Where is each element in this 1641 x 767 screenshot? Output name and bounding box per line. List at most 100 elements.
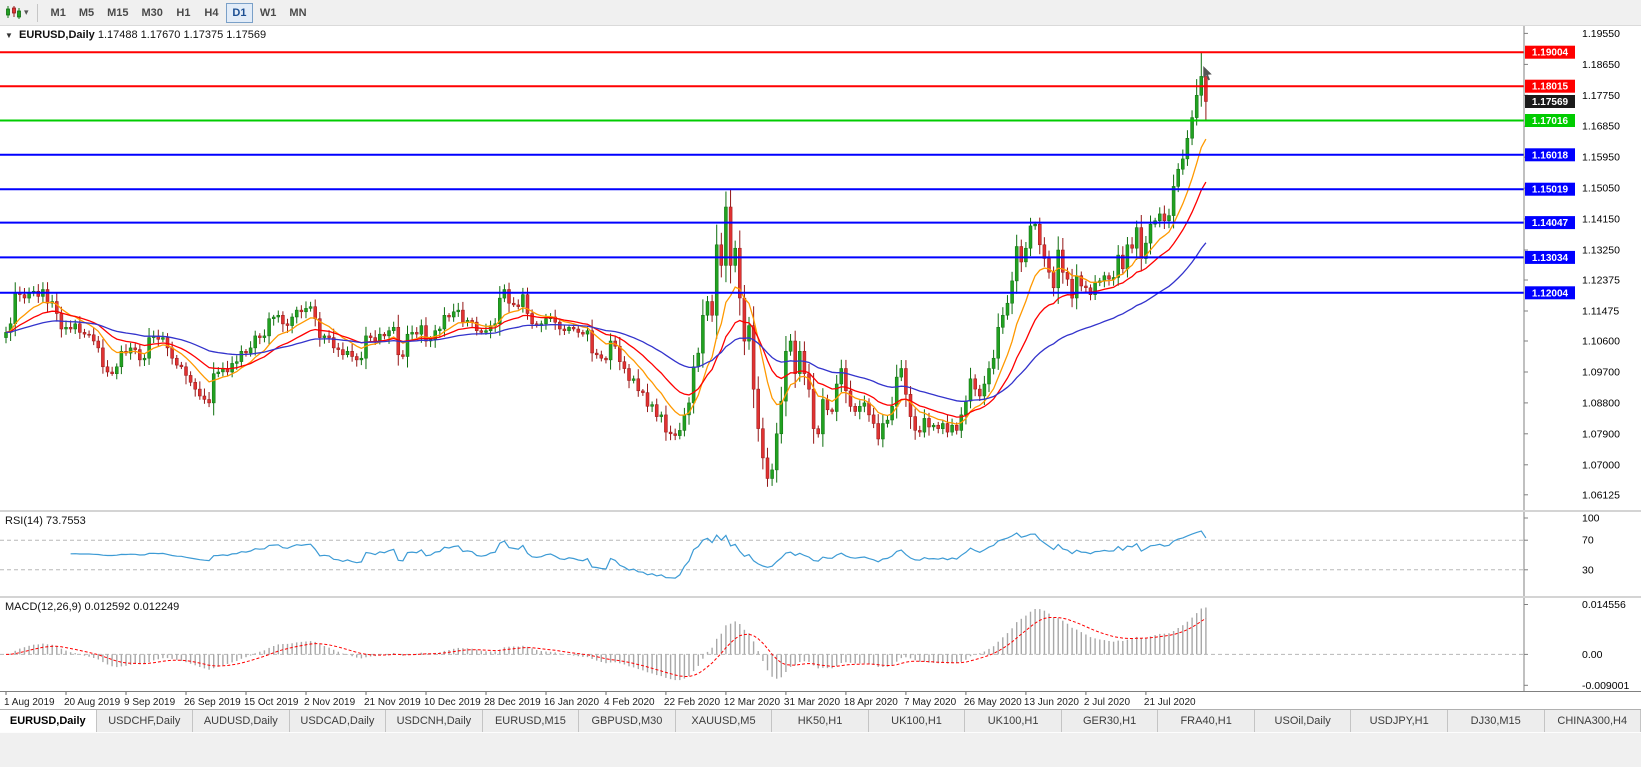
timeframe-button-w1[interactable]: W1	[254, 3, 283, 23]
chart-tab-xauusd-m5[interactable]: XAUUSD,M5	[675, 710, 773, 732]
timeframe-button-d1[interactable]: D1	[225, 2, 253, 23]
price-tick-label: 1.15950	[1582, 152, 1620, 164]
timeframe-button-h1[interactable]: H1	[170, 3, 197, 23]
time-tick-label: 21 Nov 2019	[364, 697, 421, 708]
chart-tab-audusd-daily[interactable]: AUDUSD,Daily	[193, 710, 290, 732]
chart-tab-fra40-h1[interactable]: FRA40,H1	[1158, 710, 1255, 732]
price-tick-label: 1.13250	[1582, 245, 1620, 257]
time-axis[interactable]: 1 Aug 2019 20 Aug 2019 9 Sep 2019 26 Sep 20…	[0, 692, 1641, 709]
price-level-tag[interactable]: 1.13034	[1525, 250, 1575, 264]
price-level-tag[interactable]: 1.17016	[1525, 114, 1575, 127]
price-tick-label: 1.14150	[1582, 214, 1620, 226]
price-tick-label: 1.09700	[1582, 367, 1620, 379]
price-level-tag[interactable]: 1.19004	[1525, 45, 1575, 59]
macd-label: MACD(12,26,9)	[5, 601, 82, 613]
chart-tab-dj30-m15[interactable]: DJ30,M15	[1447, 710, 1545, 732]
timeframe-button-mn[interactable]: MN	[283, 3, 312, 23]
chart-ohlc-values: 1.17488 1.17670 1.17375 1.17569	[97, 29, 267, 41]
price-tick-label: 1.07900	[1582, 428, 1620, 440]
price-level-tag[interactable]: 1.15019	[1525, 182, 1575, 196]
time-axis-canvas: 1 Aug 2019 20 Aug 2019 9 Sep 2019 26 Sep 20…	[4, 692, 1196, 708]
rsi-indicator-panel: 100 70 30 RSI(14) 73.7553	[0, 512, 1641, 598]
time-tick-label: 15 Oct 2019	[244, 697, 299, 708]
chart-tab-china300-h4[interactable]: CHINA300,H4	[1544, 710, 1641, 732]
chart-symbol-label: EURUSD,Daily	[18, 29, 95, 41]
timeframe-button-h4[interactable]: H4	[198, 3, 225, 23]
svg-text:1.13034: 1.13034	[1532, 253, 1569, 264]
rsi-label: RSI(14)	[5, 515, 43, 527]
status-bar	[0, 732, 1641, 767]
macd-title: MACD(12,26,9) 0.012592 0.012249	[5, 601, 179, 613]
chart-tab-usdcad-daily[interactable]: USDCAD,Daily	[289, 710, 387, 732]
chart-menu-icon[interactable]: ▼	[5, 31, 13, 40]
timeframe-button-m30[interactable]: M30	[136, 3, 169, 23]
price-tick-label: 1.17750	[1582, 90, 1620, 102]
price-chart-panel: 1.19550 1.18650 1.17750 1.16850 1.15950 1.150…	[0, 26, 1641, 512]
time-tick-label: 26 May 2020	[964, 697, 1022, 708]
chart-tab-usdcnh-daily[interactable]: USDCNH,Daily	[386, 710, 483, 732]
price-tick-label: 1.19550	[1582, 28, 1620, 40]
rsi-tick-label: 30	[1582, 564, 1594, 576]
price-axis[interactable]: 1.19550 1.18650 1.17750 1.16850 1.15950 1.150…	[1524, 28, 1620, 501]
svg-text:1.12004: 1.12004	[1532, 288, 1569, 299]
time-tick-label: 16 Jan 2020	[544, 697, 599, 708]
time-tick-label: 12 Mar 2020	[724, 697, 781, 708]
chart-tab-eurusd-daily[interactable]: EURUSD,Daily	[0, 710, 97, 732]
svg-text:1.17569: 1.17569	[1532, 97, 1569, 108]
chart-tab-gbpusd-m30[interactable]: GBPUSD,M30	[579, 710, 676, 732]
price-level-tag[interactable]: 1.18015	[1525, 79, 1575, 93]
ma-fast-line	[5, 138, 1207, 425]
mouse-cursor-icon	[1203, 66, 1212, 81]
price-tick-label: 1.18650	[1582, 59, 1620, 71]
price-tick-label: 1.08800	[1582, 397, 1620, 409]
macd-tick-label: 0.014556	[1582, 599, 1626, 611]
rsi-canvas[interactable]: 100 70 30	[0, 512, 1641, 596]
macd-indicator-panel: 0.014556 0.00 -0.009001 MACD(12,26,9) 0.01…	[0, 598, 1641, 692]
price-tick-label: 1.11475	[1582, 306, 1619, 318]
chart-tab-hk50-h1[interactable]: HK50,H1	[772, 710, 869, 732]
price-tick-label: 1.10600	[1582, 336, 1620, 348]
chart-type-caret-icon[interactable]: ▾	[24, 7, 29, 17]
timeframe-button-m1[interactable]: M1	[45, 3, 72, 23]
macd-canvas[interactable]: 0.014556 0.00 -0.009001	[0, 598, 1641, 692]
timeframe-button-m5[interactable]: M5	[73, 3, 100, 23]
price-level-tag[interactable]: 1.12004	[1525, 286, 1575, 300]
chart-tab-eurusd-m15[interactable]: EURUSD,M15	[482, 710, 580, 732]
candles-layer	[4, 52, 1208, 487]
price-level-tag[interactable]: 1.16018	[1525, 148, 1575, 162]
time-tick-label: 21 Jul 2020	[1144, 697, 1196, 708]
time-tick-label: 4 Feb 2020	[604, 697, 655, 708]
price-chart-canvas[interactable]: 1.19550 1.18650 1.17750 1.16850 1.15950 1.150…	[0, 26, 1641, 510]
timeframe-toolbar: ▾ M1 M5 M15 M30 H1 H4 D1 W1 MN	[0, 0, 1641, 26]
chart-tab-uk100-h1[interactable]: UK100,H1	[868, 710, 966, 732]
svg-text:1.16018: 1.16018	[1532, 150, 1569, 161]
time-tick-label: 2 Nov 2019	[304, 697, 356, 708]
timeframe-button-m15[interactable]: M15	[101, 3, 134, 23]
svg-text:1.19004: 1.19004	[1532, 48, 1569, 59]
time-tick-label: 2 Jul 2020	[1084, 697, 1131, 708]
toolbar-separator	[36, 3, 38, 22]
ma-mid-line	[5, 181, 1207, 418]
price-tick-label: 1.06125	[1582, 489, 1620, 501]
price-level-tag[interactable]: 1.17569	[1525, 95, 1575, 108]
rsi-title: RSI(14) 73.7553	[5, 515, 86, 527]
ma-slow-line	[5, 242, 1207, 402]
chart-tab-usdjpy-h1[interactable]: USDJPY,H1	[1351, 710, 1448, 732]
rsi-value: 73.7553	[45, 515, 86, 527]
time-tick-label: 26 Sep 2019	[184, 697, 241, 708]
price-tick-label: 1.12375	[1582, 275, 1620, 287]
rsi-line	[70, 530, 1207, 579]
price-level-tag[interactable]: 1.14047	[1525, 216, 1575, 230]
chart-tab-ger30-h1[interactable]: GER30,H1	[1061, 710, 1159, 732]
chart-tab-usdchf-daily[interactable]: USDCHF,Daily	[96, 710, 194, 732]
chart-tab-usoil-daily[interactable]: USOil,Daily	[1254, 710, 1352, 732]
time-tick-label: 20 Aug 2019	[64, 697, 121, 708]
chart-type-icon[interactable]	[4, 5, 22, 20]
time-tick-label: 31 Mar 2020	[784, 697, 841, 708]
time-tick-label: 10 Dec 2019	[424, 697, 481, 708]
chart-tab-uk100-h1[interactable]: UK100,H1	[965, 710, 1062, 732]
chart-window: 1.19550 1.18650 1.17750 1.16850 1.15950 1.150…	[0, 26, 1641, 709]
price-tick-label: 1.07000	[1582, 459, 1620, 471]
chart-title: ▼ EURUSD,Daily 1.17488 1.17670 1.17375 1…	[5, 29, 266, 41]
time-tick-label: 22 Feb 2020	[664, 697, 721, 708]
